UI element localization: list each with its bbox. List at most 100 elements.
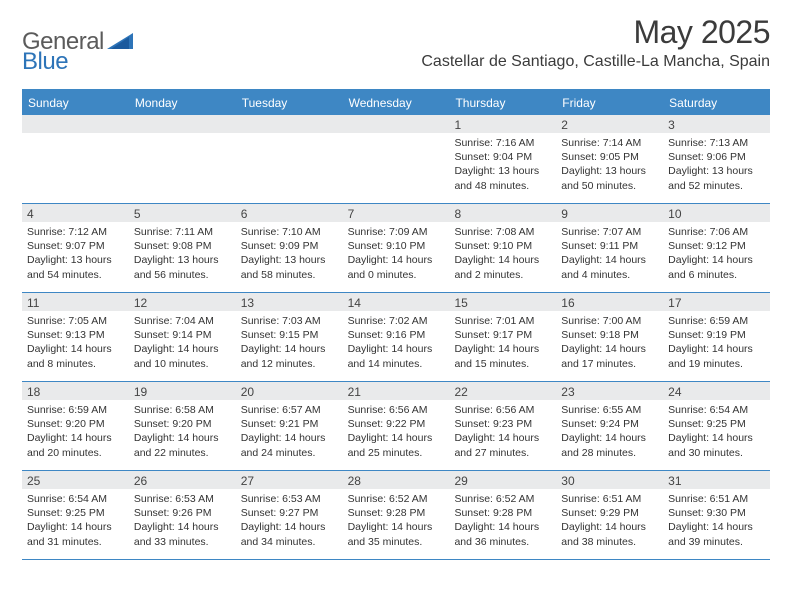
day-cell: 22Sunrise: 6:56 AMSunset: 9:23 PMDayligh… xyxy=(449,382,556,470)
daylight-text: Daylight: 14 hours and 19 minutes. xyxy=(668,342,765,370)
sunrise-text: Sunrise: 6:54 AM xyxy=(668,403,765,417)
sunset-text: Sunset: 9:20 PM xyxy=(27,417,124,431)
day-cell: 7Sunrise: 7:09 AMSunset: 9:10 PMDaylight… xyxy=(343,204,450,292)
day-cell: 19Sunrise: 6:58 AMSunset: 9:20 PMDayligh… xyxy=(129,382,236,470)
day-details: Sunrise: 6:53 AMSunset: 9:26 PMDaylight:… xyxy=(129,489,236,552)
day-number: 17 xyxy=(663,293,770,311)
sunset-text: Sunset: 9:27 PM xyxy=(241,506,338,520)
daylight-text: Daylight: 14 hours and 39 minutes. xyxy=(668,520,765,548)
day-details: Sunrise: 7:09 AMSunset: 9:10 PMDaylight:… xyxy=(343,222,450,285)
day-details xyxy=(22,133,129,139)
sunrise-text: Sunrise: 6:58 AM xyxy=(134,403,231,417)
day-number: 20 xyxy=(236,382,343,400)
daylight-text: Daylight: 14 hours and 8 minutes. xyxy=(27,342,124,370)
sunset-text: Sunset: 9:28 PM xyxy=(454,506,551,520)
sunrise-text: Sunrise: 7:06 AM xyxy=(668,225,765,239)
day-cell: 27Sunrise: 6:53 AMSunset: 9:27 PMDayligh… xyxy=(236,471,343,559)
day-number: 14 xyxy=(343,293,450,311)
day-cell: 29Sunrise: 6:52 AMSunset: 9:28 PMDayligh… xyxy=(449,471,556,559)
week-row: 1Sunrise: 7:16 AMSunset: 9:04 PMDaylight… xyxy=(22,115,770,204)
day-details: Sunrise: 6:51 AMSunset: 9:30 PMDaylight:… xyxy=(663,489,770,552)
sunrise-text: Sunrise: 7:10 AM xyxy=(241,225,338,239)
day-number: 31 xyxy=(663,471,770,489)
day-details: Sunrise: 6:55 AMSunset: 9:24 PMDaylight:… xyxy=(556,400,663,463)
daylight-text: Daylight: 13 hours and 48 minutes. xyxy=(454,164,551,192)
day-cell: 14Sunrise: 7:02 AMSunset: 9:16 PMDayligh… xyxy=(343,293,450,381)
daylight-text: Daylight: 14 hours and 0 minutes. xyxy=(348,253,445,281)
day-number xyxy=(22,115,129,133)
daylight-text: Daylight: 14 hours and 6 minutes. xyxy=(668,253,765,281)
sunrise-text: Sunrise: 7:14 AM xyxy=(561,136,658,150)
sunset-text: Sunset: 9:07 PM xyxy=(27,239,124,253)
day-number xyxy=(343,115,450,133)
day-details: Sunrise: 7:08 AMSunset: 9:10 PMDaylight:… xyxy=(449,222,556,285)
day-details: Sunrise: 7:01 AMSunset: 9:17 PMDaylight:… xyxy=(449,311,556,374)
header: General May 2025 Castellar de Santiago, … xyxy=(22,14,770,71)
sunrise-text: Sunrise: 7:07 AM xyxy=(561,225,658,239)
day-number xyxy=(236,115,343,133)
daylight-text: Daylight: 13 hours and 52 minutes. xyxy=(668,164,765,192)
week-row: 4Sunrise: 7:12 AMSunset: 9:07 PMDaylight… xyxy=(22,204,770,293)
week-row: 25Sunrise: 6:54 AMSunset: 9:25 PMDayligh… xyxy=(22,471,770,560)
day-number: 2 xyxy=(556,115,663,133)
day-number: 16 xyxy=(556,293,663,311)
daylight-text: Daylight: 14 hours and 12 minutes. xyxy=(241,342,338,370)
sunrise-text: Sunrise: 7:03 AM xyxy=(241,314,338,328)
day-cell: 25Sunrise: 6:54 AMSunset: 9:25 PMDayligh… xyxy=(22,471,129,559)
sunset-text: Sunset: 9:09 PM xyxy=(241,239,338,253)
weekday-tuesday: Tuesday xyxy=(236,91,343,115)
day-number: 11 xyxy=(22,293,129,311)
day-details: Sunrise: 6:56 AMSunset: 9:23 PMDaylight:… xyxy=(449,400,556,463)
daylight-text: Daylight: 14 hours and 22 minutes. xyxy=(134,431,231,459)
sunset-text: Sunset: 9:20 PM xyxy=(134,417,231,431)
sunrise-text: Sunrise: 7:01 AM xyxy=(454,314,551,328)
day-details: Sunrise: 6:58 AMSunset: 9:20 PMDaylight:… xyxy=(129,400,236,463)
sunrise-text: Sunrise: 7:05 AM xyxy=(27,314,124,328)
sunrise-text: Sunrise: 6:52 AM xyxy=(454,492,551,506)
sunset-text: Sunset: 9:05 PM xyxy=(561,150,658,164)
day-cell: 12Sunrise: 7:04 AMSunset: 9:14 PMDayligh… xyxy=(129,293,236,381)
sunrise-text: Sunrise: 7:04 AM xyxy=(134,314,231,328)
daylight-text: Daylight: 14 hours and 34 minutes. xyxy=(241,520,338,548)
day-cell: 26Sunrise: 6:53 AMSunset: 9:26 PMDayligh… xyxy=(129,471,236,559)
day-details: Sunrise: 6:59 AMSunset: 9:19 PMDaylight:… xyxy=(663,311,770,374)
sunset-text: Sunset: 9:30 PM xyxy=(668,506,765,520)
day-cell: 5Sunrise: 7:11 AMSunset: 9:08 PMDaylight… xyxy=(129,204,236,292)
daylight-text: Daylight: 14 hours and 36 minutes. xyxy=(454,520,551,548)
day-details: Sunrise: 7:14 AMSunset: 9:05 PMDaylight:… xyxy=(556,133,663,196)
day-cell: 24Sunrise: 6:54 AMSunset: 9:25 PMDayligh… xyxy=(663,382,770,470)
sunrise-text: Sunrise: 6:56 AM xyxy=(348,403,445,417)
sunset-text: Sunset: 9:26 PM xyxy=(134,506,231,520)
day-number: 1 xyxy=(449,115,556,133)
day-number: 23 xyxy=(556,382,663,400)
sunrise-text: Sunrise: 6:51 AM xyxy=(668,492,765,506)
day-number: 21 xyxy=(343,382,450,400)
sunrise-text: Sunrise: 7:11 AM xyxy=(134,225,231,239)
sunset-text: Sunset: 9:11 PM xyxy=(561,239,658,253)
sunrise-text: Sunrise: 6:54 AM xyxy=(27,492,124,506)
day-number: 27 xyxy=(236,471,343,489)
weekday-wednesday: Wednesday xyxy=(343,91,450,115)
sunrise-text: Sunrise: 6:53 AM xyxy=(134,492,231,506)
day-cell: 23Sunrise: 6:55 AMSunset: 9:24 PMDayligh… xyxy=(556,382,663,470)
weekday-friday: Friday xyxy=(556,91,663,115)
day-details: Sunrise: 7:07 AMSunset: 9:11 PMDaylight:… xyxy=(556,222,663,285)
sunrise-text: Sunrise: 6:52 AM xyxy=(348,492,445,506)
daylight-text: Daylight: 14 hours and 35 minutes. xyxy=(348,520,445,548)
week-row: 11Sunrise: 7:05 AMSunset: 9:13 PMDayligh… xyxy=(22,293,770,382)
day-details: Sunrise: 7:10 AMSunset: 9:09 PMDaylight:… xyxy=(236,222,343,285)
day-details: Sunrise: 6:51 AMSunset: 9:29 PMDaylight:… xyxy=(556,489,663,552)
sunrise-text: Sunrise: 7:02 AM xyxy=(348,314,445,328)
weekday-sunday: Sunday xyxy=(22,91,129,115)
calendar-page: General May 2025 Castellar de Santiago, … xyxy=(0,0,792,560)
day-cell: 28Sunrise: 6:52 AMSunset: 9:28 PMDayligh… xyxy=(343,471,450,559)
sunset-text: Sunset: 9:04 PM xyxy=(454,150,551,164)
day-cell: 15Sunrise: 7:01 AMSunset: 9:17 PMDayligh… xyxy=(449,293,556,381)
day-cell: 16Sunrise: 7:00 AMSunset: 9:18 PMDayligh… xyxy=(556,293,663,381)
sunrise-text: Sunrise: 7:13 AM xyxy=(668,136,765,150)
title-block: May 2025 Castellar de Santiago, Castille… xyxy=(421,14,770,71)
sunrise-text: Sunrise: 6:55 AM xyxy=(561,403,658,417)
daylight-text: Daylight: 13 hours and 50 minutes. xyxy=(561,164,658,192)
weekday-header-row: SundayMondayTuesdayWednesdayThursdayFrid… xyxy=(22,91,770,115)
day-details: Sunrise: 6:56 AMSunset: 9:22 PMDaylight:… xyxy=(343,400,450,463)
